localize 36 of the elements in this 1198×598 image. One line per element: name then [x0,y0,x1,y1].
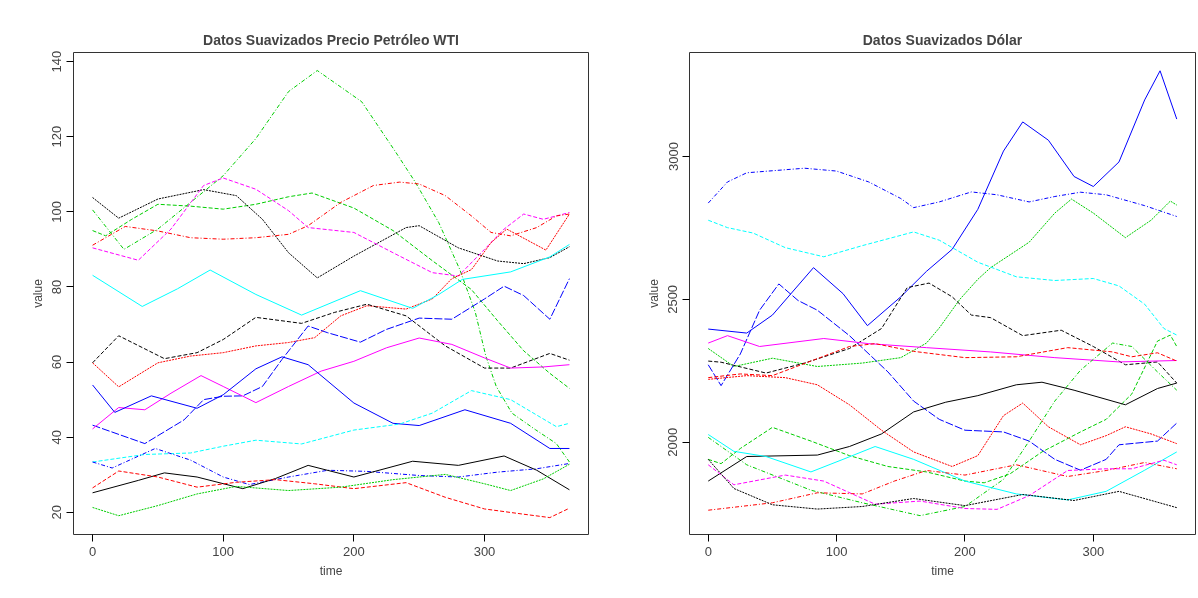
y-tick-label: 2500 [665,284,681,314]
x-axis-title: time [319,563,343,578]
y-tick-label: 140 [49,50,65,73]
line-series [92,390,570,463]
line-series [92,278,570,445]
line-series [707,219,1178,336]
x-tick-label: 300 [473,543,496,559]
chart-title: Datos Suavizados Precio Petróleo WTI [203,31,459,48]
line-series [92,303,570,369]
y-tick-label: 40 [49,429,65,445]
chart-title: Datos Suavizados Dólar [862,31,1023,48]
line-series [92,470,570,519]
x-tick-label: 200 [343,543,365,559]
x-tick-label: 0 [704,543,712,559]
y-tick-label: 100 [49,200,65,223]
y-tick-label: 120 [49,125,65,148]
y-tick-label: 3000 [665,142,681,171]
x-tick-label: 100 [825,543,848,559]
line-series [92,337,570,430]
x-tick-label: 300 [1082,543,1105,559]
y-tick-label: 80 [49,279,65,295]
x-tick-label: 200 [954,543,976,559]
y-tick-label: 2000 [665,427,681,457]
y-tick-label: 20 [49,505,65,520]
line-series [707,198,1178,367]
y-axis-title: value [646,278,661,308]
line-series [92,455,570,494]
line-series [92,447,570,486]
line-series [707,434,1178,501]
y-axis-title: value [30,278,45,308]
y-tick-label: 60 [49,354,65,370]
x-tick-label: 100 [212,543,235,559]
line-series [707,335,1178,363]
line-series [92,243,570,316]
x-axis-title: time [931,563,955,578]
x-tick-label: 0 [88,543,97,559]
